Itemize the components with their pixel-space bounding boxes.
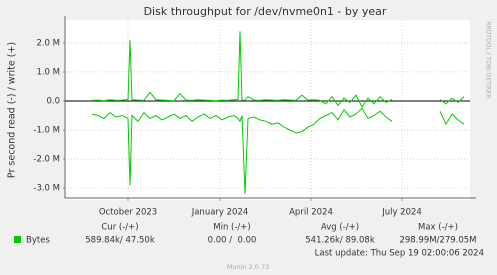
footer: Munin 2.0.73 bbox=[227, 263, 270, 271]
y-tick-label: -1.0 M bbox=[33, 126, 60, 136]
watermark: RRDTOOL / TOBI OETIKER bbox=[485, 21, 492, 98]
legend-header: Min (-/+) bbox=[213, 223, 250, 233]
y-tick-label: -3.0 M bbox=[33, 184, 60, 194]
chart-title: Disk throughput for /dev/nvme0n1 - by ye… bbox=[144, 5, 387, 18]
last-update: Last update: Thu Sep 19 02:00:06 2024 bbox=[315, 249, 484, 259]
y-axis-label: Pr second read (-) / write (+) bbox=[7, 42, 18, 178]
x-tick-label: January 2024 bbox=[191, 208, 249, 218]
y-tick-label: 0.0 bbox=[46, 96, 60, 106]
x-tick-label: October 2023 bbox=[99, 208, 157, 218]
y-tick-label: 2.0 M bbox=[36, 38, 60, 48]
legend-value: 0.00 / 0.00 bbox=[208, 236, 257, 246]
plot-area bbox=[65, 20, 470, 200]
legend-header: Cur (-/+) bbox=[101, 223, 138, 233]
legend-label: Bytes bbox=[26, 236, 50, 246]
x-tick-label: July 2024 bbox=[381, 208, 422, 218]
legend-value: 541.26k/ 89.08k bbox=[305, 236, 375, 246]
legend-header: Avg (-/+) bbox=[321, 223, 359, 233]
data-line bbox=[91, 31, 465, 108]
data-line bbox=[91, 107, 465, 194]
x-tick-label: April 2024 bbox=[289, 208, 333, 218]
legend-value: 589.84k/ 47.50k bbox=[85, 236, 155, 246]
legend-value: 298.99M/279.05M bbox=[399, 236, 476, 246]
legend-header: Max (-/+) bbox=[418, 223, 458, 233]
legend-swatch bbox=[14, 236, 21, 243]
y-tick-label: -2.0 M bbox=[33, 155, 60, 165]
y-tick-label: 1.0 M bbox=[36, 67, 60, 77]
